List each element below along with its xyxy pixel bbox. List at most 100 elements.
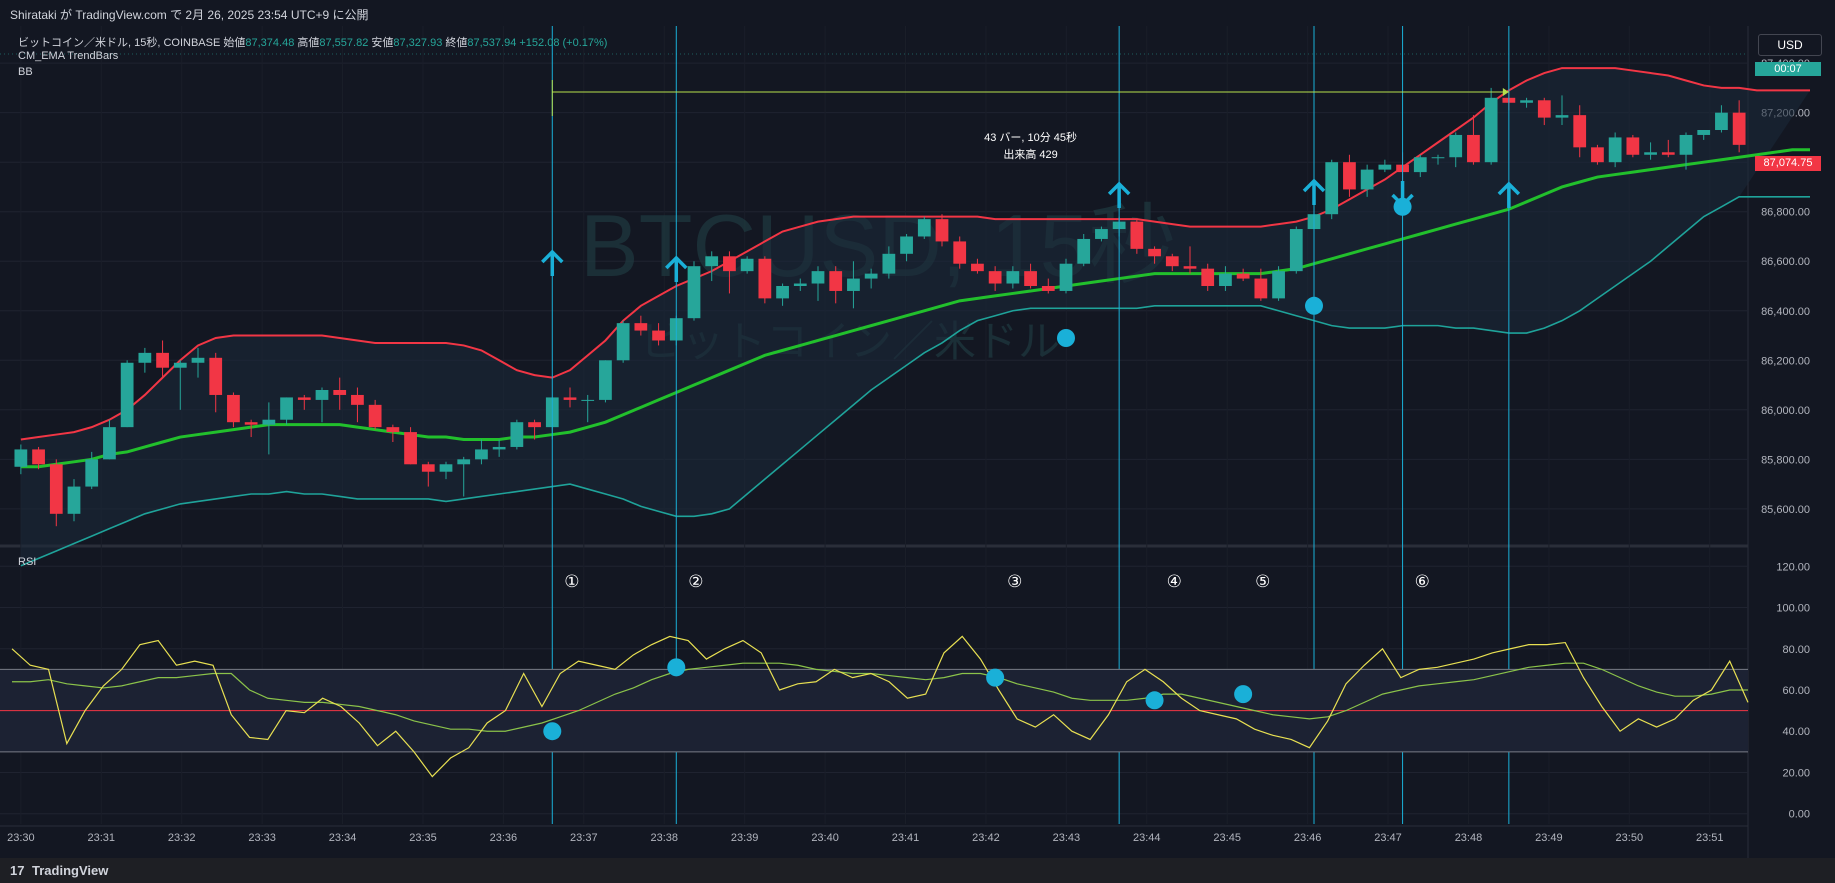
candle-body: [563, 397, 577, 400]
candle-body: [847, 278, 860, 291]
measure-arrowhead: [1502, 88, 1509, 96]
rsi-event-label: ④: [1167, 572, 1182, 591]
time-tick-label: 23:48: [1455, 832, 1483, 844]
time-tick-label: 23:39: [731, 832, 759, 844]
candle-body: [1041, 286, 1055, 291]
candle-body: [829, 271, 843, 291]
candle-body: [1679, 134, 1693, 155]
candle-body: [1272, 271, 1285, 299]
candle-body: [758, 258, 772, 299]
rsi-signal-dot: [543, 722, 562, 741]
candle-body: [581, 399, 595, 401]
candle-body: [1537, 100, 1551, 118]
rsi-event-label: ②: [688, 572, 703, 591]
candle-body: [1183, 266, 1197, 269]
rsi-signal-dot: [1145, 691, 1164, 710]
candle-body: [1608, 137, 1622, 163]
candle-body: [1715, 112, 1728, 130]
symbol-name: ビットコイン／米ドル, 15秒, COINBASE: [18, 37, 221, 49]
candle-body: [492, 446, 506, 450]
time-tick-label: 23:50: [1616, 832, 1644, 844]
candle-body: [1661, 152, 1675, 155]
rsi-signal-dot: [986, 668, 1005, 687]
chart-area[interactable]: 87,400.0087,200.0087,000.0086,800.0086,6…: [0, 26, 1835, 858]
low-value: 87,327.93: [393, 37, 443, 49]
last-price-badge: 87,074.75: [1755, 156, 1821, 171]
rsi-line: [11, 635, 1749, 778]
candle-body: [209, 357, 223, 395]
tradingview-logo-icon[interactable]: 17: [10, 863, 25, 878]
candle-body: [1520, 100, 1533, 103]
candle-body: [1006, 271, 1020, 284]
rsi-signal-dot: [1234, 685, 1253, 704]
candle-body: [1732, 112, 1746, 145]
candle-body: [49, 464, 63, 514]
rsi-tick-label: 100.00: [1776, 603, 1810, 615]
footer: 17 TradingView: [0, 858, 1835, 883]
publish-header: Shirataki が TradingView.com で 2月 26, 202…: [0, 0, 1835, 26]
open-label: 始値: [223, 37, 246, 49]
time-tick-label: 23:40: [811, 832, 839, 844]
candle-body: [475, 449, 488, 460]
candle-body: [864, 273, 878, 279]
candle-body: [368, 404, 382, 428]
candle-body: [705, 256, 719, 267]
candle-body: [1077, 238, 1091, 264]
candle-body: [740, 258, 754, 272]
price-tick-label: 86,000.00: [1761, 405, 1810, 417]
close-value: 87,537.94: [467, 37, 517, 49]
indicator-bb-legend[interactable]: BB: [18, 66, 33, 78]
price-tick-label: 86,800.00: [1761, 207, 1810, 219]
candle-body: [1591, 147, 1604, 163]
rsi-event-label: ⑤: [1255, 572, 1270, 591]
up-arrow-icon: [1497, 181, 1521, 208]
candle-body: [882, 253, 896, 274]
indicator-bb-label: BB: [18, 66, 33, 78]
up-arrow-icon: [541, 249, 564, 276]
up-arrow-icon: [665, 255, 688, 282]
chart-svg[interactable]: 87,400.0087,200.0087,000.0086,800.0086,6…: [0, 26, 1835, 858]
candle-body: [811, 271, 825, 284]
signal-dot: [1393, 197, 1412, 216]
ema-line: [20, 148, 1810, 469]
indicator-rsi-legend[interactable]: RSI: [18, 556, 36, 568]
up-arrow-icon: [1107, 181, 1131, 208]
indicator-ema-legend[interactable]: CM_EMA TrendBars: [18, 50, 118, 62]
rsi-tick-label: 40.00: [1782, 726, 1810, 738]
candle-body: [1449, 134, 1463, 158]
candle-body: [1626, 137, 1640, 155]
candle-body: [1024, 271, 1037, 286]
time-tick-label: 23:44: [1133, 832, 1161, 844]
footer-brand[interactable]: TradingView: [32, 863, 109, 878]
measure-label-line2: 出来高 429: [1003, 147, 1057, 161]
candle-body: [599, 360, 612, 400]
candle-body: [1573, 115, 1587, 148]
candle-body: [457, 459, 471, 465]
candle-body: [404, 432, 417, 465]
candle-body: [85, 459, 99, 487]
bb-upper-line: [20, 67, 1810, 441]
candle-body: [1360, 169, 1374, 190]
signal-dot: [1057, 329, 1075, 347]
candle-body: [528, 422, 541, 428]
currency-button[interactable]: USD: [1758, 34, 1822, 56]
rsi-signal-dot: [667, 658, 686, 677]
rsi-tick-label: 120.00: [1776, 561, 1810, 573]
candle-body: [32, 449, 45, 465]
time-tick-label: 23:42: [972, 832, 1000, 844]
candle-body: [776, 286, 789, 299]
signal-dot: [1305, 296, 1323, 315]
indicator-rsi-label: RSI: [18, 556, 37, 568]
candle-body: [1644, 152, 1657, 155]
indicator-ema-label: CM_EMA TrendBars: [18, 50, 119, 62]
time-tick-label: 23:47: [1374, 832, 1402, 844]
price-tick-label: 86,200.00: [1761, 355, 1810, 367]
countdown-badge: 00:07: [1755, 62, 1821, 76]
low-label: 安値: [371, 37, 394, 49]
candle-body: [156, 352, 169, 368]
time-tick-label: 23:30: [7, 832, 35, 844]
candle-body: [1148, 248, 1161, 257]
symbol-legend[interactable]: ビットコイン／米ドル, 15秒, COINBASE 始値87,374.48 高値…: [18, 34, 607, 50]
candle-body: [421, 464, 435, 472]
candle-body: [935, 219, 949, 242]
